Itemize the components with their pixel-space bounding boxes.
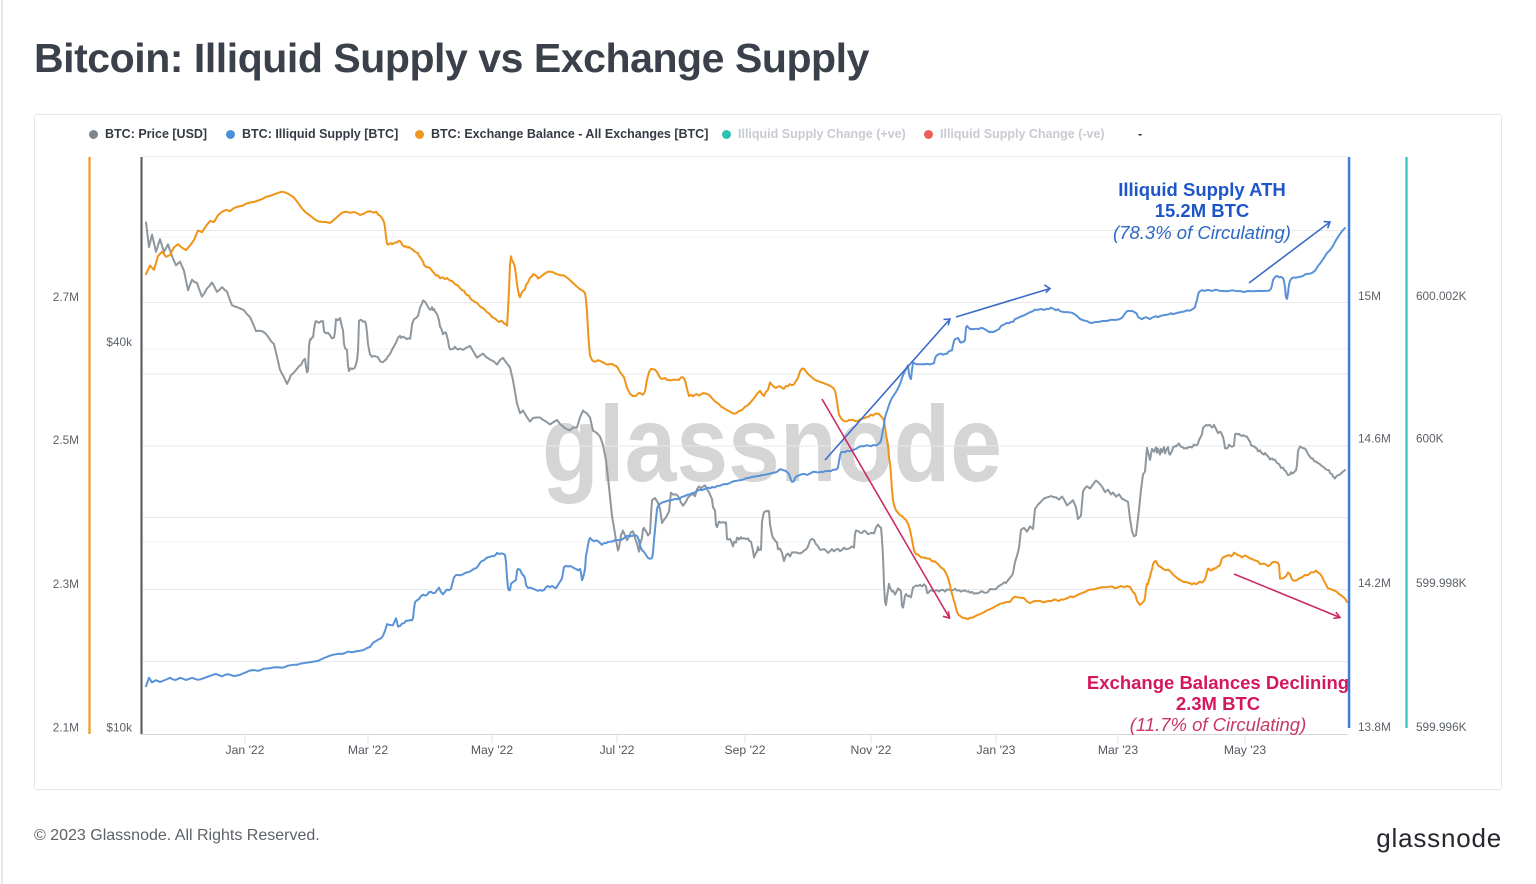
svg-text:(78.3% of Circulating): (78.3% of Circulating) [1113,222,1291,243]
svg-text:May '22: May '22 [471,743,514,757]
svg-text:(11.7% of Circulating): (11.7% of Circulating) [1130,714,1307,735]
svg-text:$40k: $40k [106,335,132,349]
svg-text:Jan '23: Jan '23 [977,743,1016,757]
svg-text:14.6M: 14.6M [1358,432,1391,446]
svg-text:Mar '22: Mar '22 [348,743,388,757]
svg-text:2.7M: 2.7M [53,290,79,304]
svg-text:599.998K: 599.998K [1416,576,1467,590]
svg-text:Sep '22: Sep '22 [725,743,766,757]
svg-text:15M: 15M [1358,289,1381,303]
svg-text:600K: 600K [1416,432,1444,446]
svg-text:2.1M: 2.1M [53,721,79,735]
svg-text:Nov '22: Nov '22 [851,743,892,757]
svg-text:$10k: $10k [106,721,132,735]
svg-text:15.2M BTC: 15.2M BTC [1155,200,1250,221]
svg-text:599.996K: 599.996K [1416,720,1467,734]
svg-text:May '23: May '23 [1224,743,1267,757]
svg-text:Mar '23: Mar '23 [1098,743,1138,757]
svg-text:600.002K: 600.002K [1416,289,1467,303]
svg-text:14.2M: 14.2M [1358,576,1391,590]
svg-text:2.3M BTC: 2.3M BTC [1176,693,1260,714]
svg-text:Jan '22: Jan '22 [226,743,265,757]
svg-text:Illiquid Supply ATH: Illiquid Supply ATH [1118,179,1286,200]
svg-text:2.3M: 2.3M [53,577,79,591]
svg-text:13.8M: 13.8M [1358,720,1391,734]
svg-text:glassnode: glassnode [542,383,1002,504]
svg-text:Exchange Balances Declining: Exchange Balances Declining [1087,672,1349,693]
svg-text:Jul '22: Jul '22 [600,743,635,757]
svg-text:2.5M: 2.5M [53,433,79,447]
